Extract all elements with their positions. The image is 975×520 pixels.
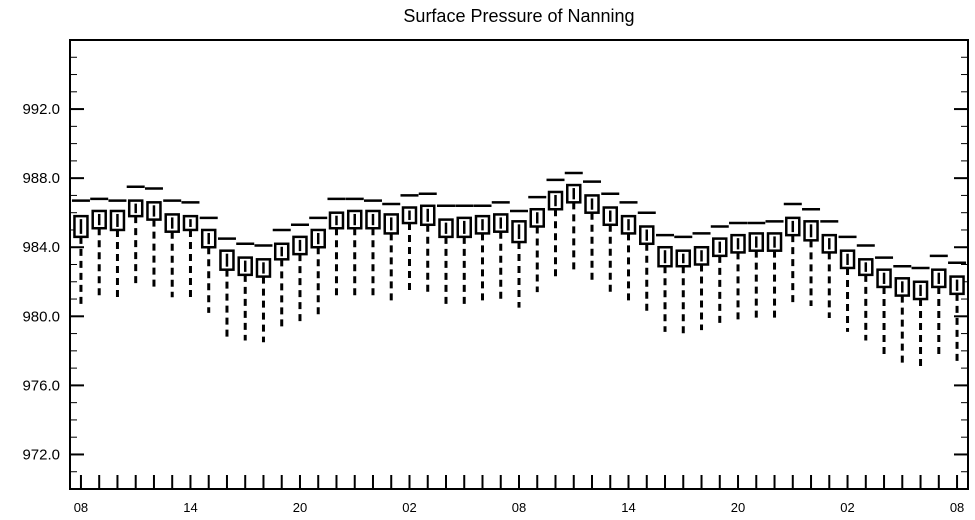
y-tick-label: 984.0 <box>22 239 60 256</box>
x-tick-label: 02 <box>402 500 416 515</box>
y-axis: 972.0 976.0 980.0 984.0 988.0 992.0 <box>22 39 968 490</box>
x-tick-label: 14 <box>621 500 635 515</box>
box-series <box>71 171 967 367</box>
y-tick-label: 992.0 <box>22 101 60 118</box>
y-tick-label: 976.0 <box>22 377 60 394</box>
x-tick-label: 02 <box>840 500 854 515</box>
x-axis: 08 14 20 02 08 14 20 02 08 <box>74 475 964 515</box>
y-tick-label: 988.0 <box>22 170 60 187</box>
x-tick-label: 08 <box>512 500 526 515</box>
x-tick-label: 08 <box>950 500 964 515</box>
x-tick-label: 14 <box>183 500 197 515</box>
y-tick-label: 972.0 <box>22 446 60 463</box>
y-tick-label: 980.0 <box>22 308 60 325</box>
x-tick-label: 08 <box>74 500 88 515</box>
chart-title: Surface Pressure of Nanning <box>403 6 634 26</box>
x-tick-label: 20 <box>731 500 745 515</box>
plot-frame <box>69 39 969 490</box>
x-tick-label: 20 <box>293 500 307 515</box>
